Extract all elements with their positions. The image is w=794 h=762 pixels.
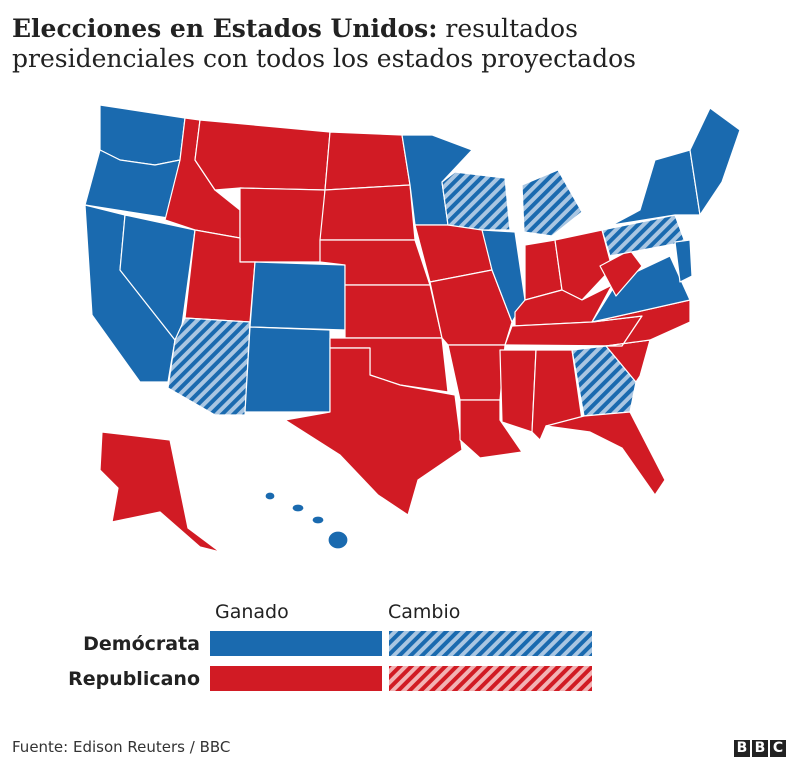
legend-swatch (210, 631, 382, 656)
title-rest: presidenciales con todos los estados pro… (12, 44, 636, 73)
legend-column: Ganado (215, 601, 289, 623)
source: Fuente: Edison Reuters / BBC (12, 738, 231, 756)
logo-letter: C (770, 740, 786, 757)
logo-letter: B (752, 740, 768, 757)
legend-row: Republicano (68, 668, 200, 690)
title: Elecciones en Estados Unidos: resultados… (12, 14, 636, 74)
legend: Ganado Cambio Demócrata Republicano (68, 601, 592, 691)
legend-row: Demócrata (83, 633, 200, 655)
legend-swatch (389, 666, 592, 691)
title-rest: resultados (445, 14, 578, 43)
title-bold: Elecciones en Estados Unidos: (12, 14, 438, 43)
map: Ganado Cambio Demócrata Republicano (68, 104, 741, 691)
states (84, 104, 741, 553)
legend-swatch (210, 666, 382, 691)
legend-swatch (389, 631, 592, 656)
legend-column: Cambio (388, 601, 460, 623)
logo: B B C (734, 740, 786, 757)
logo-letter: B (734, 740, 750, 757)
